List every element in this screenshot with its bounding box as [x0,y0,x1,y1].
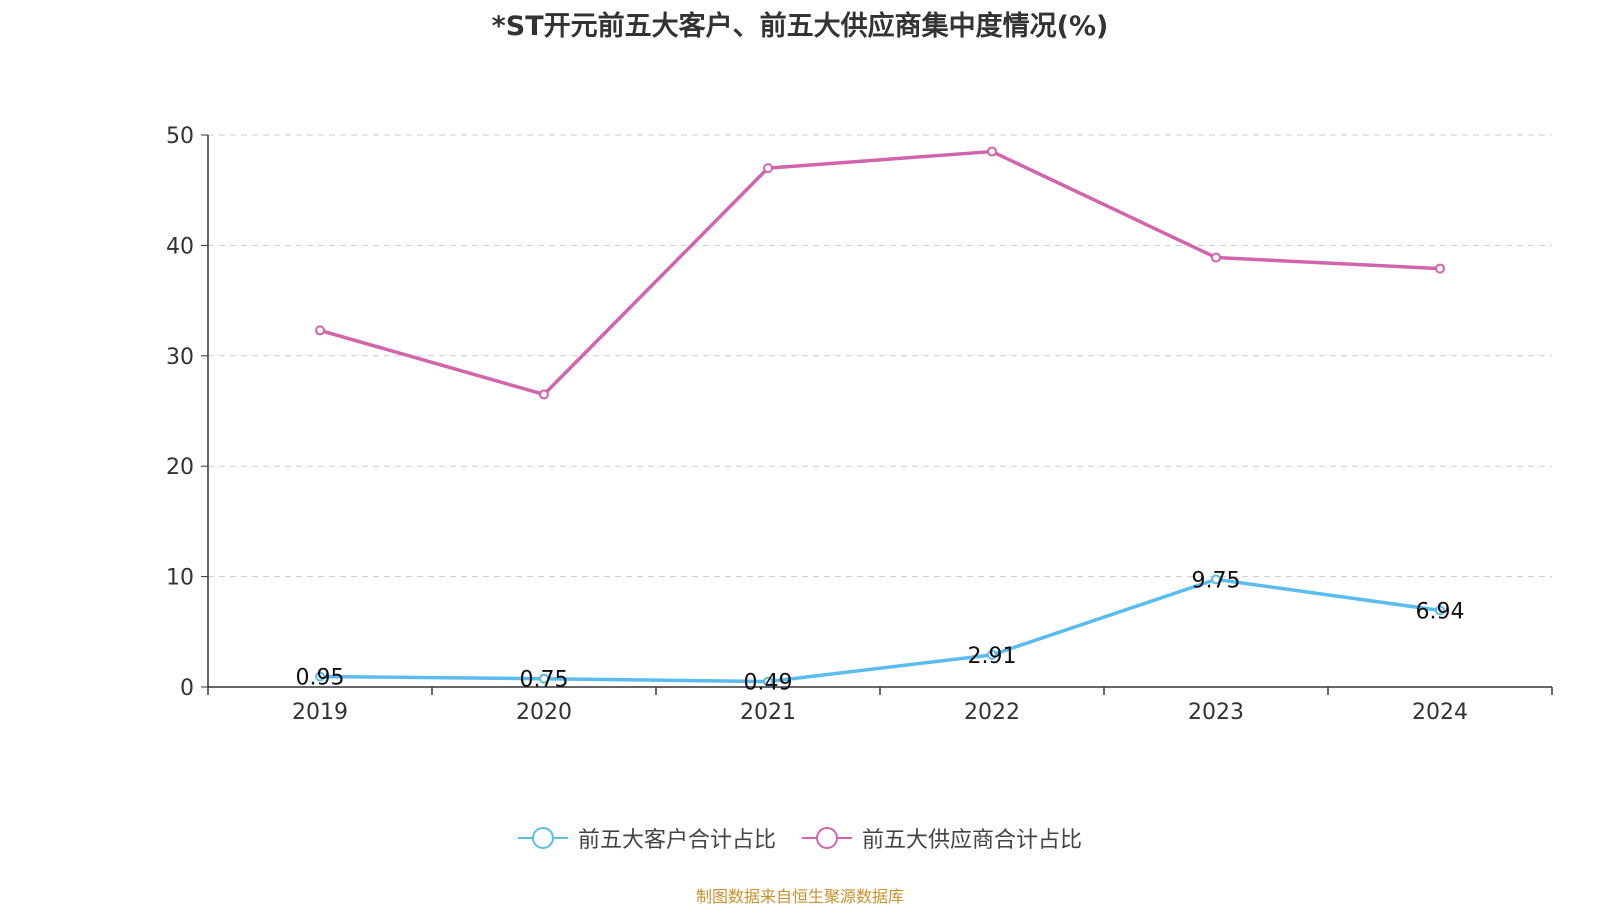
x-tick-label: 2022 [964,700,1020,725]
source-note: 制图数据来自恒生聚源数据库 [695,887,904,906]
x-tick-label: 2023 [1188,700,1244,725]
data-point [763,163,773,174]
grid-lines [208,134,1552,578]
data-point [539,389,549,400]
data-point [987,649,997,660]
axes: 0 10 20 30 40 50 2019 2020 2021 2022 2023 2024 [166,124,1553,725]
data-label: 0.49 [744,671,793,696]
y-tick-label: 40 [166,234,194,259]
legend: 前五大客户合计占比 前五大供应商合计占比 [0,820,1600,856]
y-tick-label: 50 [166,124,194,149]
data-point [763,676,773,687]
legend-item-customers[interactable]: 前五大客户合计占比 [517,822,776,854]
legend-item-suppliers[interactable]: 前五大供应商合计占比 [802,822,1082,854]
y-tick-label: 20 [166,455,194,480]
data-point [315,325,325,336]
data-point [539,673,549,684]
data-point [1211,252,1221,263]
data-point [987,146,997,157]
legend-marker-suppliers-icon [802,827,852,849]
data-point [1435,263,1445,274]
legend-marker-customers-icon [517,827,568,849]
y-tick-label: 10 [166,566,194,591]
x-tick-label: 2021 [740,700,796,725]
y-tick-label: 0 [180,676,194,701]
legend-label-customers: 前五大客户合计占比 [577,828,776,853]
series-line-1 [319,149,1441,397]
data-label: 0.75 [520,668,569,693]
series-line-0 [319,577,1441,684]
x-tick-label: 2020 [516,700,572,725]
series-layer [315,146,1445,687]
data-label: 9.75 [1192,568,1241,593]
data-label: 6.94 [1416,599,1465,624]
y-tick-label: 30 [166,345,194,370]
data-point [315,671,325,682]
x-tick-label: 2019 [292,700,348,725]
data-point [1435,605,1445,616]
data-label: 0.95 [296,666,345,691]
data-point [1211,574,1221,585]
x-tick-label: 2024 [1412,700,1468,725]
data-label: 2.91 [968,644,1017,669]
data-labels: 0.95 0.75 0.49 2.91 9.75 6.94 [296,568,1465,695]
chart-title: *ST开元前五大客户、前五大供应商集中度情况(%) [491,11,1109,42]
legend-label-suppliers: 前五大供应商合计占比 [862,828,1083,853]
